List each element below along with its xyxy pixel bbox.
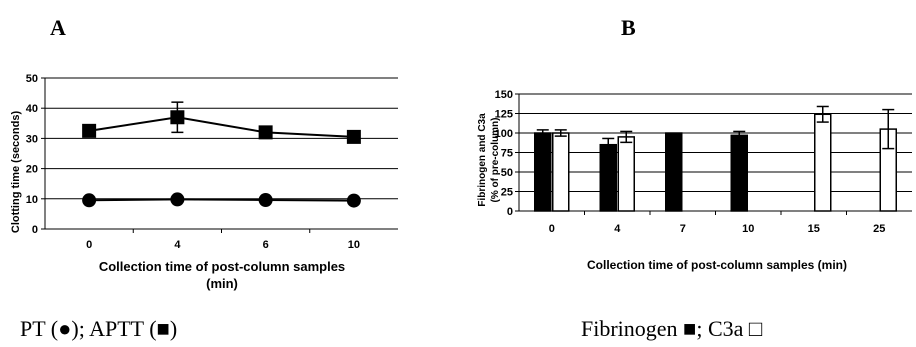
data-point-pt — [82, 193, 97, 208]
x-tick-label: 6 — [263, 239, 269, 251]
x-tick-label: 10 — [348, 239, 360, 251]
y-tick-label: 100 — [495, 128, 513, 140]
x-tick-label: 25 — [873, 223, 885, 235]
panel-label-a: A — [50, 15, 66, 40]
y-tick-label: 40 — [26, 103, 38, 115]
data-point-pt — [170, 192, 185, 207]
series-line-aptt — [88, 116, 354, 138]
y-axis-title-line1: Fibrinogen and C3a — [477, 113, 488, 207]
series-line-pt — [89, 198, 354, 202]
y-axis-title: Clotting time (seconds) — [10, 111, 22, 234]
x-tick-label: 0 — [86, 239, 92, 251]
y-tick-label: 50 — [26, 73, 38, 85]
data-point-aptt — [258, 125, 273, 140]
bar-c3a — [552, 132, 570, 212]
y-tick-label: 125 — [495, 109, 513, 121]
x-tick-label: 4 — [174, 239, 181, 251]
x-tick-label: 4 — [614, 223, 621, 235]
y-tick-label: 10 — [26, 194, 38, 206]
bar-c3a — [617, 136, 635, 212]
x-axis-title-line1: Collection time of post-column samples — [99, 259, 345, 274]
y-axis-title-line2: (% of pre-column) — [490, 118, 501, 203]
y-tick-label: 0 — [507, 206, 513, 218]
x-axis-title: Collection time of post-column samples (… — [587, 258, 847, 272]
bar-fibrinogen — [730, 134, 748, 212]
y-tick-label: 25 — [501, 187, 513, 199]
y-tick-label: 50 — [501, 167, 513, 179]
fibrinogen-c3a-chart: Fibrinogen and C3a (% of pre-column) Col… — [477, 89, 912, 272]
bar-fibrinogen — [534, 132, 552, 212]
clotting-time-chart: Clotting time (seconds) Collection time … — [10, 73, 398, 291]
legend-caption-b: Fibrinogen ■; C3a □ — [581, 316, 762, 341]
y-tick-label: 20 — [26, 164, 38, 176]
y-tick-label: 75 — [501, 148, 513, 160]
x-tick-label: 10 — [742, 223, 754, 235]
bar-fibrinogen — [599, 143, 617, 212]
data-point-aptt — [346, 129, 361, 144]
legend-caption-a: PT (●); APTT (■) — [20, 316, 177, 341]
data-point-pt — [258, 193, 273, 208]
x-tick-label: 7 — [680, 223, 686, 235]
y-tick-label: 30 — [26, 133, 38, 145]
data-point-aptt — [170, 110, 185, 125]
bar-fibrinogen — [665, 132, 683, 212]
panel-label-b: B — [621, 15, 636, 40]
data-point-pt — [346, 193, 361, 208]
x-tick-label: 0 — [549, 223, 555, 235]
y-tick-label: 0 — [32, 224, 38, 236]
data-point-aptt — [82, 123, 97, 138]
x-axis-title-line2: (min) — [206, 276, 238, 291]
x-tick-label: 15 — [808, 223, 820, 235]
bar-c3a — [814, 113, 832, 212]
y-tick-label: 150 — [495, 89, 513, 101]
